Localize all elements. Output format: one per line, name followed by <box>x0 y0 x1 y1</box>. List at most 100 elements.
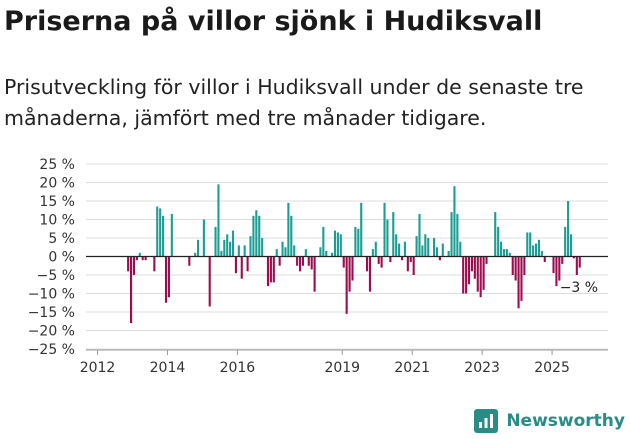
bar <box>281 241 284 257</box>
bar <box>231 230 235 257</box>
bar <box>447 250 450 257</box>
bar <box>290 215 293 257</box>
bar <box>421 245 424 257</box>
bar <box>226 234 229 257</box>
bar <box>543 256 546 263</box>
bar <box>167 256 170 298</box>
bar <box>310 256 313 270</box>
bar <box>578 256 581 268</box>
x-tick-label: 2019 <box>324 360 360 376</box>
x-tick-label: 2025 <box>534 360 570 376</box>
bar <box>424 234 427 257</box>
bar <box>403 241 406 257</box>
y-tick-label: −10 % <box>28 287 75 303</box>
bar <box>246 256 249 272</box>
y-tick-label: −5 % <box>37 268 75 284</box>
bar <box>473 256 476 279</box>
bar <box>575 256 578 275</box>
y-tick-label: 5 % <box>48 231 75 247</box>
x-tick-label: 2021 <box>394 360 430 376</box>
brand-name: Newsworthy <box>506 411 625 431</box>
bar <box>485 256 488 264</box>
bar <box>249 236 252 257</box>
bar <box>272 256 275 283</box>
bar <box>465 256 468 294</box>
bar <box>202 219 205 257</box>
bar <box>132 256 136 275</box>
bar <box>537 239 540 257</box>
y-tick-label: 15 % <box>39 194 75 210</box>
bar <box>170 213 173 257</box>
bar <box>389 256 392 263</box>
bar <box>360 202 363 257</box>
bar <box>144 256 147 261</box>
bar <box>567 201 570 257</box>
x-tick-label: 2012 <box>80 360 116 376</box>
bar <box>304 249 307 257</box>
bar <box>380 256 383 268</box>
bar <box>159 208 162 257</box>
bar <box>214 226 217 257</box>
bar <box>520 256 523 301</box>
bar <box>476 256 479 292</box>
bars <box>127 184 581 324</box>
bar <box>229 241 232 257</box>
bar <box>386 219 389 257</box>
bar <box>371 249 374 257</box>
bar <box>450 212 453 257</box>
bar <box>392 212 395 257</box>
bar <box>287 202 290 257</box>
bar <box>223 239 226 257</box>
x-tick-label: 2014 <box>150 360 186 376</box>
bar <box>508 252 511 257</box>
bar <box>511 256 514 275</box>
bar <box>377 256 380 264</box>
bar <box>298 256 302 272</box>
page-subtitle: Prisutveckling för villor i Hudiksvall u… <box>4 75 584 130</box>
bar <box>366 256 369 272</box>
bar <box>418 213 421 257</box>
bar <box>153 256 156 272</box>
bar <box>374 241 377 257</box>
bar <box>368 256 372 292</box>
bar <box>459 241 462 257</box>
y-axis-ticks: 25 % 20 % 15 % 10 % 5 % 0 % −5 % −10 % −15 % −20 … <box>28 157 75 358</box>
bar <box>438 256 441 261</box>
bar <box>342 256 345 268</box>
bar <box>130 256 133 324</box>
last-value-label: −3 % <box>560 280 598 296</box>
bar <box>331 252 334 257</box>
bar <box>156 206 159 257</box>
newsworthy-brand[interactable]: Newsworthy <box>474 409 625 433</box>
y-tick-label: −20 % <box>28 324 75 340</box>
bar <box>164 256 168 303</box>
x-tick-label: 2016 <box>220 360 256 376</box>
bar <box>188 256 191 266</box>
bar <box>269 256 272 283</box>
bar <box>357 228 360 257</box>
bar <box>564 226 567 257</box>
bar <box>561 256 564 264</box>
bar <box>234 256 237 274</box>
bar <box>409 256 412 263</box>
bar <box>456 213 459 257</box>
bar <box>453 186 456 257</box>
bar <box>569 234 573 257</box>
bar <box>517 256 520 309</box>
bar <box>497 226 500 257</box>
bar <box>540 250 543 257</box>
bar <box>400 256 404 261</box>
bar <box>462 256 465 294</box>
bar <box>127 256 130 272</box>
bar <box>293 245 296 257</box>
bar <box>572 256 575 259</box>
bar <box>301 256 304 266</box>
y-tick-label: −15 % <box>28 305 75 321</box>
bar <box>313 256 316 292</box>
bar <box>217 184 220 257</box>
bar <box>345 256 348 314</box>
y-tick-label: 20 % <box>39 176 75 192</box>
bar <box>322 226 325 257</box>
bar <box>502 249 506 257</box>
